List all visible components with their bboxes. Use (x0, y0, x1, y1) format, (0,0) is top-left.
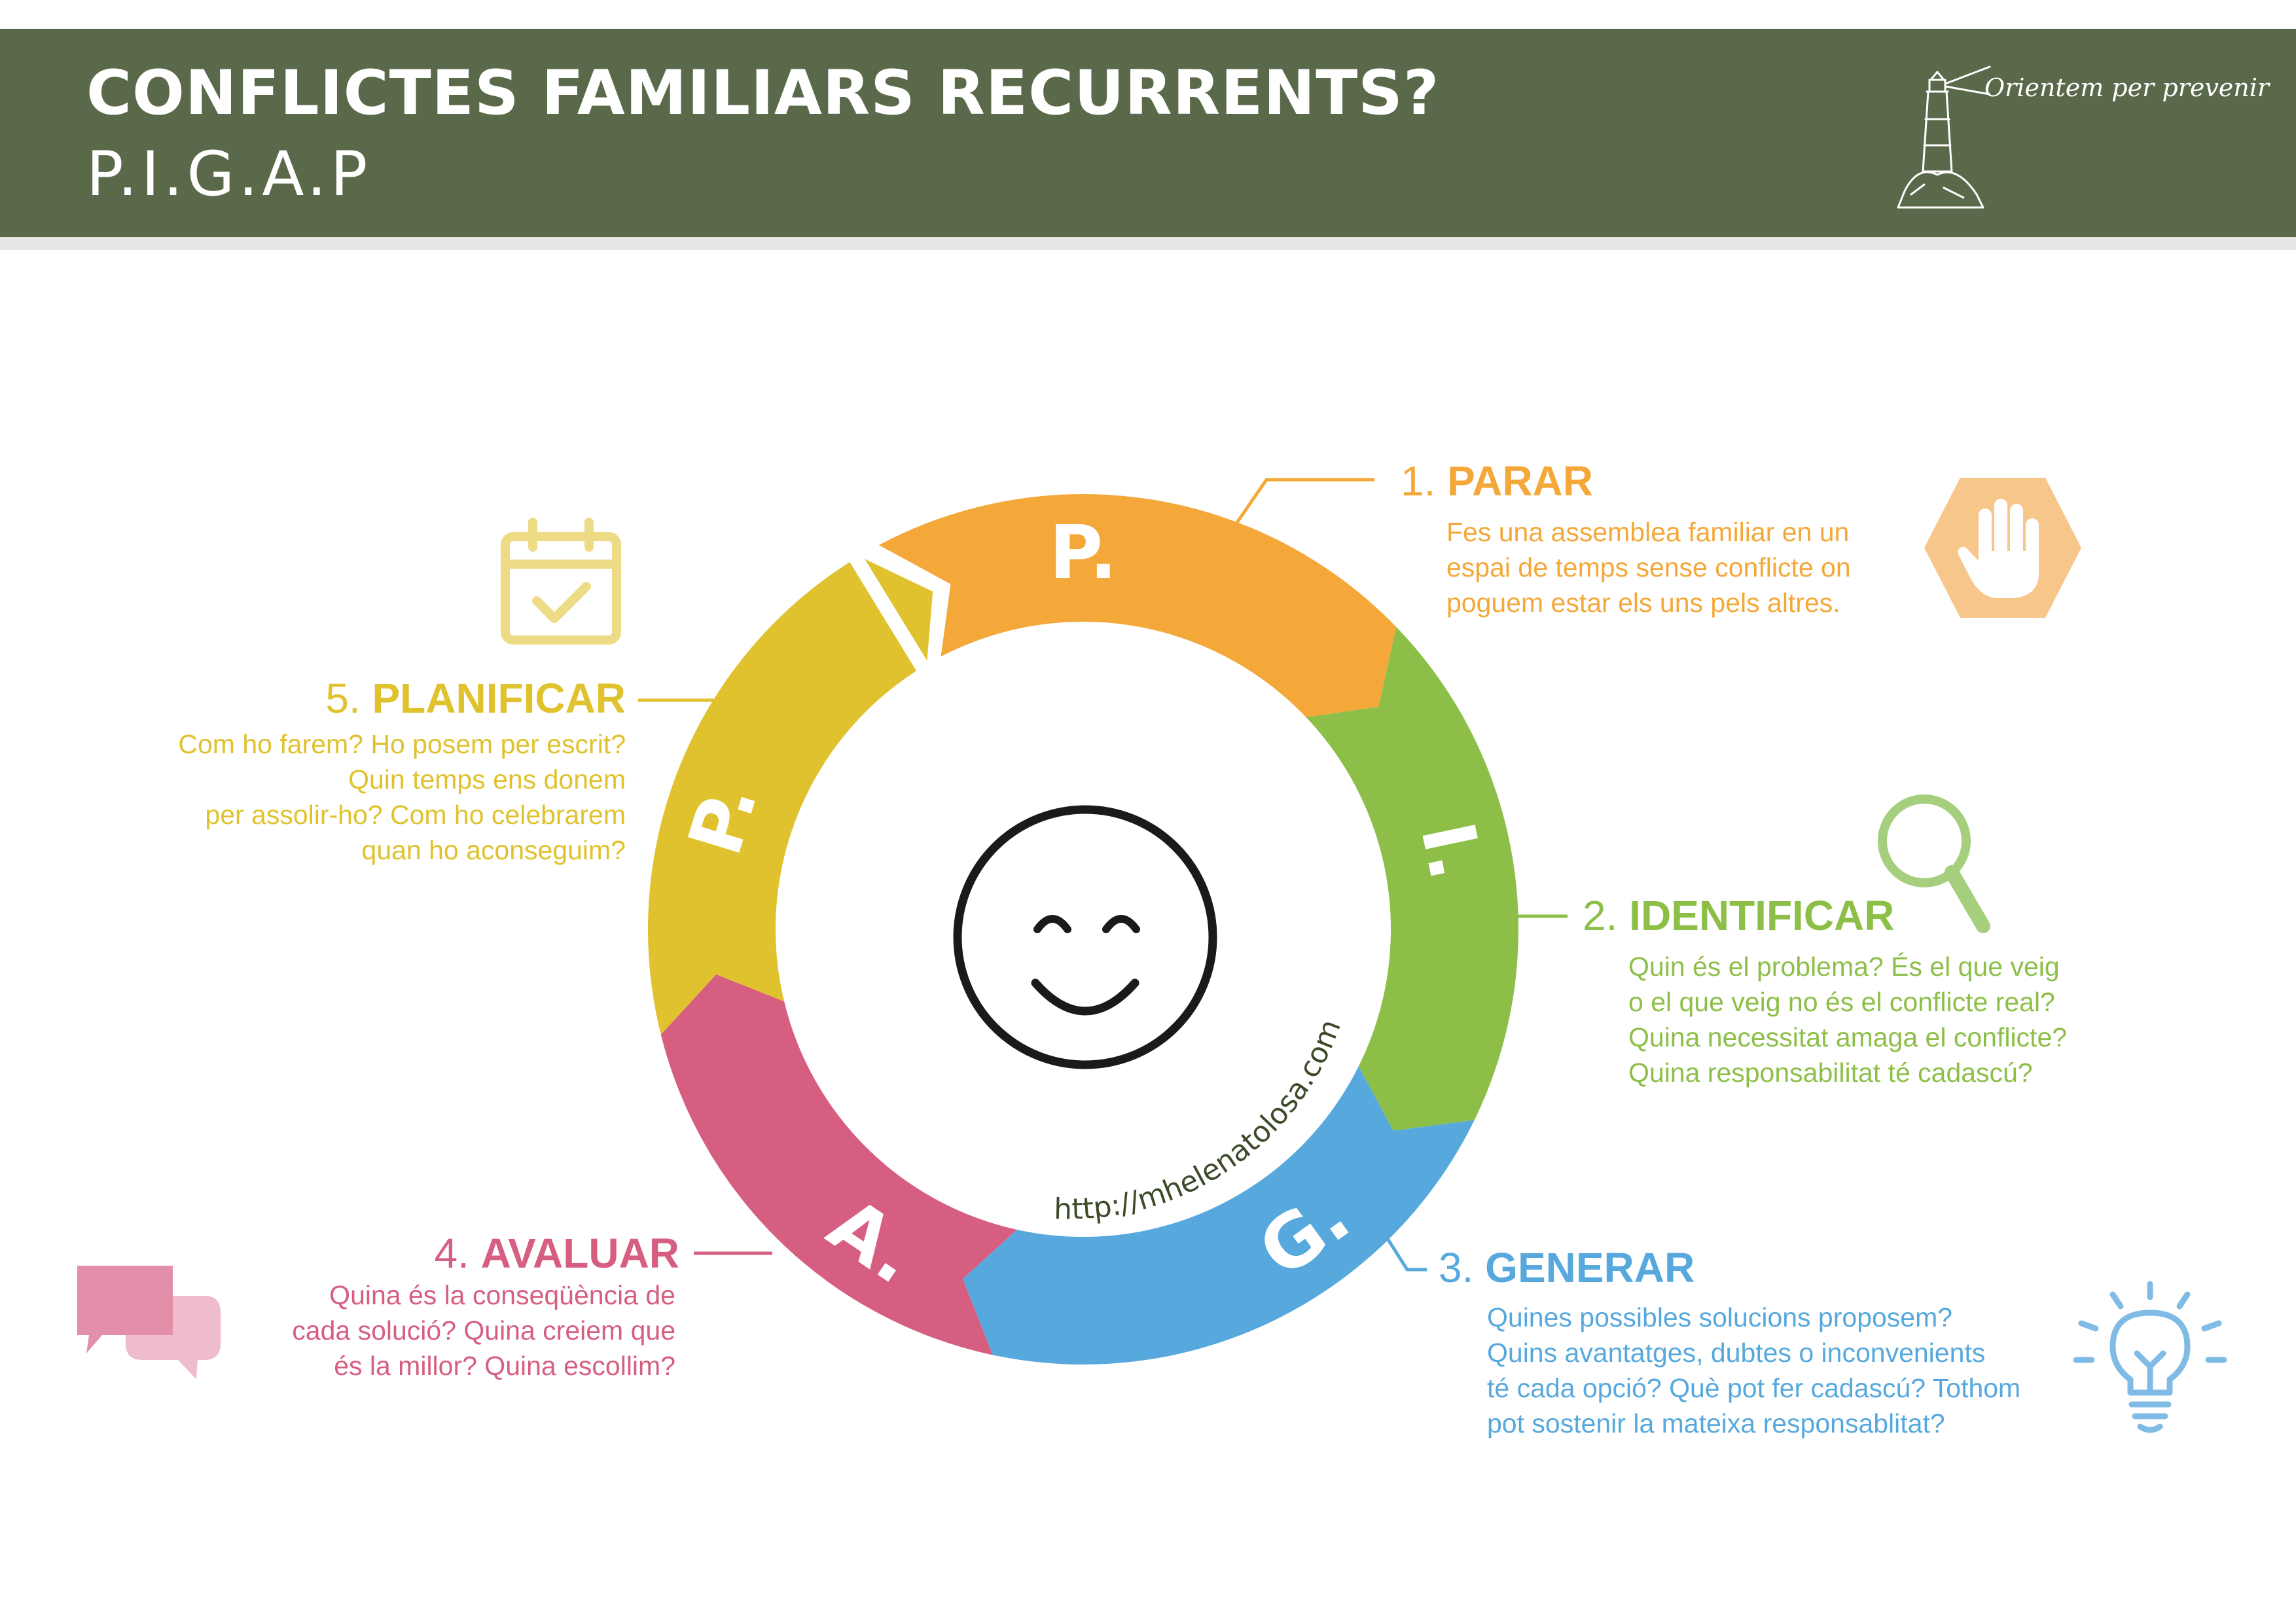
description-line: Quin temps ens donem (348, 764, 626, 794)
header-divider (0, 237, 2296, 250)
ring-segment-generar (963, 1062, 1475, 1364)
step-number: 5. (325, 675, 361, 722)
step-description-parar: Fes una assemblea familiar en un espai d… (1446, 514, 1851, 620)
smiley-face-icon (953, 805, 1217, 1069)
description-line: Fes una assemblea familiar en un (1446, 517, 1850, 547)
page-subtitle: P.I.G.A.P (86, 139, 372, 210)
step-number: 3. (1439, 1244, 1474, 1291)
step-number: 1. (1401, 457, 1436, 505)
description-line: té cada opció? Què pot fer cadascú? Toth… (1487, 1373, 2021, 1403)
step-name: PARAR (1447, 457, 1593, 505)
calendar-check-icon (501, 518, 621, 645)
step-title-generar: 3. GENERAR (1439, 1243, 1695, 1292)
description-line: poguem estar els uns pels altres. (1446, 588, 1840, 618)
ring-segment-avaluar (660, 974, 1020, 1355)
speech-bubbles-icon (77, 1266, 221, 1380)
connector-parar (1229, 478, 1374, 533)
step-name: AVALUAR (480, 1230, 679, 1277)
ring-segment-parar (878, 493, 1397, 718)
wheel-ring (648, 493, 1518, 1364)
description-line: Quines possibles solucions proposem? (1487, 1302, 1953, 1332)
page-title: CONFLICTES FAMILIARS RECURRENTS? (86, 58, 1440, 129)
header-banner (0, 29, 2296, 237)
connector-generar (1382, 1232, 1427, 1272)
ring-segment-planificar (648, 556, 933, 1035)
description-line: pot sostenir la mateixa responsablitat? (1487, 1408, 1945, 1438)
step-description-identificar: Quin és el problema? És el que veig o el… (1628, 949, 2067, 1090)
description-line: Quina necessitat amaga el conflicte? (1628, 1022, 2068, 1052)
step-title-planificar: 5. PLANIFICAR (325, 674, 626, 722)
step-name: IDENTIFICAR (1629, 892, 1895, 939)
wheel-letter-1: P. (1049, 510, 1117, 596)
step-number: 2. (1583, 892, 1618, 939)
description-line: Com ho farem? Ho posem per escrit? (178, 729, 626, 759)
step-name: GENERAR (1485, 1244, 1695, 1291)
step-description-planificar: Com ho farem? Ho posem per escrit? Quin … (178, 726, 626, 868)
description-line: Quins avantatges, dubtes o inconvenients (1487, 1338, 1986, 1368)
ring-gap (846, 548, 934, 679)
magnifier-icon (1878, 794, 1990, 933)
tagline: Orientem per prevenir (1984, 73, 2270, 102)
description-line: espai de temps sense conflicte on (1446, 552, 1851, 582)
ring-segment-identificar (1302, 627, 1518, 1131)
description-line: quan ho aconseguim? (361, 835, 626, 865)
description-line: cada solució? Quina creiem que (292, 1315, 675, 1346)
step-title-avaluar: 4. AVALUAR (434, 1229, 679, 1277)
step-description-avaluar: Quina és la conseqüència de cada solució… (292, 1277, 675, 1383)
step-title-parar: 1. PARAR (1401, 457, 1593, 505)
step-title-identificar: 2. IDENTIFICAR (1583, 891, 1894, 940)
lightbulb-icon (2073, 1281, 2227, 1433)
lighthouse-logo-icon (1897, 65, 1991, 209)
description-line: per assolir-ho? Com ho celebrarem (205, 800, 626, 830)
description-line: Quina és la conseqüència de (329, 1280, 675, 1310)
step-description-generar: Quines possibles solucions proposem? Qui… (1487, 1300, 2020, 1441)
description-line: és la millor? Quina escollim? (334, 1351, 675, 1381)
step-number: 4. (434, 1230, 469, 1277)
description-line: o el que veig no és el conflicte real? (1628, 987, 2055, 1017)
description-line: Quin és el problema? És el que veig (1628, 952, 2060, 982)
wheel-center (776, 622, 1391, 1237)
description-line: Quina responsabilitat té cadascú? (1628, 1058, 2033, 1088)
stop-hand-icon (1924, 478, 2081, 618)
step-name: PLANIFICAR (372, 675, 626, 722)
